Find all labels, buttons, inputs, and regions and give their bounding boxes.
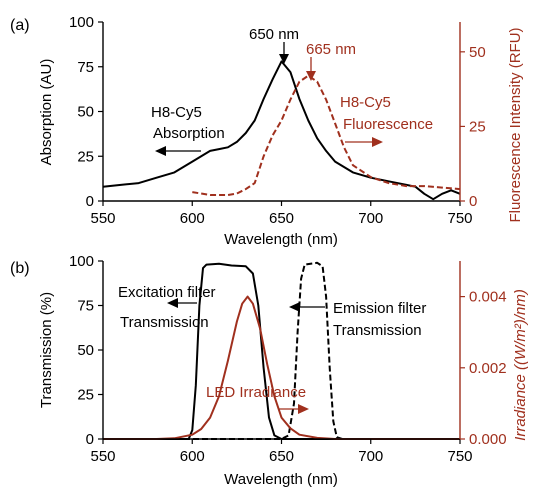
y2-tick-label: 50 bbox=[469, 44, 486, 61]
x-tick-label: 600 bbox=[180, 448, 205, 465]
series-line-b-0 bbox=[103, 262, 460, 440]
fluo-arrowhead bbox=[372, 137, 383, 147]
x-tick-label: 650 bbox=[269, 210, 294, 227]
abs-label-2: Absorption bbox=[153, 125, 225, 142]
y-tick-label: 0 bbox=[86, 193, 94, 210]
x-tick-label: 750 bbox=[447, 448, 472, 465]
panel-a-y2label: Fluorescence Intensity (RFU) bbox=[507, 27, 524, 222]
emi-arrowhead bbox=[289, 302, 300, 312]
led-arrowhead bbox=[298, 404, 309, 414]
series-line-b-2 bbox=[103, 295, 460, 440]
y-tick-label: 50 bbox=[77, 342, 94, 359]
emi-label-1: Emission filter bbox=[333, 300, 426, 317]
panel-b-ylabel: Transmission (%) bbox=[38, 292, 55, 408]
y-tick-label: 100 bbox=[69, 14, 94, 31]
panel-b-label: (b) bbox=[10, 260, 30, 277]
x-tick-label: 600 bbox=[180, 210, 205, 227]
fluo-label-1: H8-Cy5 bbox=[340, 94, 391, 111]
series-line-b-1 bbox=[103, 261, 460, 440]
panel-b-y2label: Irradiance ((W/m²)/nm) bbox=[512, 289, 529, 441]
x-tick-label: 700 bbox=[358, 210, 383, 227]
x-tick-label: 650 bbox=[269, 448, 294, 465]
x-tick-label: 750 bbox=[447, 210, 472, 227]
y-tick-label: 25 bbox=[77, 387, 94, 404]
panel-a-ylabel: Absorption (AU) bbox=[38, 59, 55, 166]
exc-label-2: Transmission bbox=[120, 314, 209, 331]
y2-tick-label: 0.004 bbox=[469, 289, 507, 306]
y-tick-label: 50 bbox=[77, 104, 94, 121]
y-tick-label: 100 bbox=[69, 253, 94, 270]
panel-a: (a) 550 600 650 700 750 0 25 50 75 100 0 25 50 Wav… bbox=[10, 14, 524, 248]
exc-label-1: Excitation filter bbox=[118, 284, 216, 301]
x-tick-label: 550 bbox=[90, 448, 115, 465]
panel-a-xlabel: Wavelength (nm) bbox=[224, 231, 338, 248]
y-tick-label: 25 bbox=[77, 148, 94, 165]
peak-fluo-arrowhead bbox=[306, 71, 316, 81]
peak-abs-arrowhead bbox=[279, 54, 289, 64]
x-tick-label: 700 bbox=[358, 448, 383, 465]
series-line-a-1 bbox=[192, 74, 461, 196]
y-tick-label: 75 bbox=[77, 59, 94, 76]
y2-tick-label: 0.000 bbox=[469, 431, 507, 448]
led-label: LED Irradiance bbox=[206, 384, 306, 401]
y2-tick-label: 25 bbox=[469, 118, 486, 135]
panel-b-xlabel: Wavelength (nm) bbox=[224, 471, 338, 488]
abs-label-1: H8-Cy5 bbox=[151, 104, 202, 121]
exc-arrowhead bbox=[167, 298, 178, 308]
peak-fluo-label: 665 nm bbox=[306, 41, 356, 58]
fluo-label-2: Fluorescence bbox=[343, 116, 433, 133]
x-tick-label: 550 bbox=[90, 210, 115, 227]
panel-b: (b) 550 600 650 700 750 0 25 50 75 100 0.000 0.00… bbox=[10, 253, 529, 488]
peak-abs-label: 650 nm bbox=[249, 26, 299, 43]
y-tick-label: 0 bbox=[86, 431, 94, 448]
y2-tick-label: 0.002 bbox=[469, 360, 507, 377]
y-tick-label: 75 bbox=[77, 298, 94, 315]
abs-arrowhead bbox=[155, 146, 166, 156]
emi-label-2: Transmission bbox=[333, 322, 422, 339]
y2-tick-label: 0 bbox=[469, 193, 477, 210]
panel-a-label: (a) bbox=[10, 17, 30, 34]
